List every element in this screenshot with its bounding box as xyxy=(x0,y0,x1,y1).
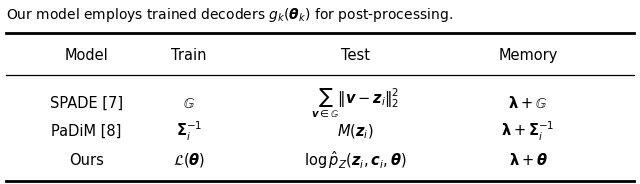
Text: $\sum_{\boldsymbol{v}\in\mathbb{G}} \|\boldsymbol{v} - \boldsymbol{z}_i\|_2^2$: $\sum_{\boldsymbol{v}\in\mathbb{G}} \|\b… xyxy=(311,87,399,119)
Text: Model: Model xyxy=(65,48,108,63)
Text: Test: Test xyxy=(340,48,370,63)
Text: $\mathbb{G}$: $\mathbb{G}$ xyxy=(182,95,195,111)
Text: Train: Train xyxy=(171,48,207,63)
Text: $\boldsymbol{\lambda} + \mathbb{G}$: $\boldsymbol{\lambda} + \mathbb{G}$ xyxy=(508,95,548,111)
Text: SPADE [7]: SPADE [7] xyxy=(50,95,123,111)
Text: $\log \hat{p}_Z(\boldsymbol{z}_i, \boldsymbol{c}_i, \boldsymbol{\theta})$: $\log \hat{p}_Z(\boldsymbol{z}_i, \bolds… xyxy=(304,149,406,171)
Text: $\mathcal{L}(\boldsymbol{\theta})$: $\mathcal{L}(\boldsymbol{\theta})$ xyxy=(173,151,205,169)
Text: Ours: Ours xyxy=(69,153,104,168)
Text: PaDiM [8]: PaDiM [8] xyxy=(51,124,122,139)
Text: $M(\boldsymbol{z}_i)$: $M(\boldsymbol{z}_i)$ xyxy=(337,122,374,141)
Text: $\boldsymbol{\lambda} + \boldsymbol{\theta}$: $\boldsymbol{\lambda} + \boldsymbol{\the… xyxy=(509,152,547,168)
Text: $\boldsymbol{\Sigma}_i^{-1}$: $\boldsymbol{\Sigma}_i^{-1}$ xyxy=(176,120,202,143)
Text: Our model employs trained decoders $g_k(\boldsymbol{\theta}_k)$ for post-process: Our model employs trained decoders $g_k(… xyxy=(6,6,453,24)
Text: $\boldsymbol{\lambda} + \boldsymbol{\Sigma}_i^{-1}$: $\boldsymbol{\lambda} + \boldsymbol{\Sig… xyxy=(501,120,555,143)
Text: Memory: Memory xyxy=(499,48,557,63)
